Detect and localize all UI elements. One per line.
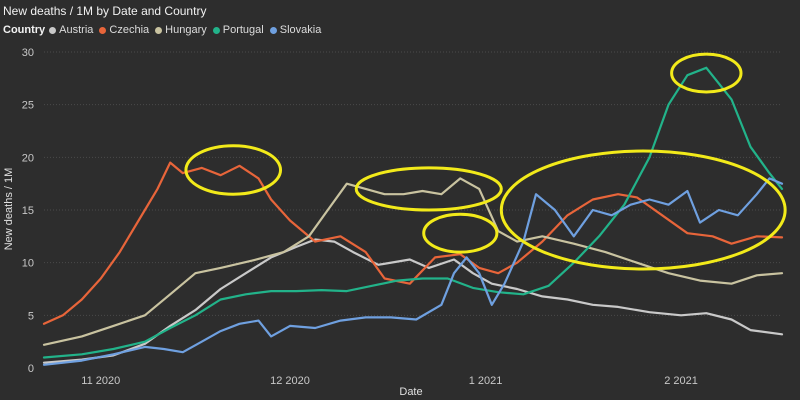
y-axis-label: New deaths / 1M — [3, 168, 15, 251]
y-tick-label: 20 — [22, 152, 34, 164]
legend-item-hungary[interactable]: Hungary — [155, 24, 207, 36]
y-tick-label: 5 — [28, 310, 34, 322]
series-line-slovakia[interactable] — [42, 177, 784, 366]
legend-item-portugal[interactable]: Portugal — [212, 24, 264, 36]
legend-label: Hungary — [165, 24, 207, 36]
legend-item-czechia[interactable]: Czechia — [99, 24, 149, 36]
highlight-ellipse — [184, 144, 283, 196]
highlight-annotations — [184, 52, 787, 271]
highlight-ellipse — [499, 149, 787, 271]
series-line-czechia[interactable] — [42, 161, 784, 325]
axis-ticks: 0 5 10 15 20 25 30 11 2020 12 2020 1 2021 2 2021 — [22, 47, 698, 387]
highlight-ellipse — [670, 52, 743, 94]
y-tick-label: 30 — [22, 47, 34, 59]
legend-marker-czechia — [99, 26, 107, 34]
legend-marker-slovakia — [269, 26, 277, 34]
y-tick-label: 10 — [22, 258, 34, 270]
series-line-portugal[interactable] — [42, 66, 784, 359]
x-axis-label: Date — [399, 386, 422, 398]
y-tick-label: 0 — [28, 363, 34, 375]
legend-marker-portugal — [212, 26, 220, 34]
x-tick-label: 2 2021 — [664, 375, 698, 387]
legend-label: Portugal — [222, 24, 264, 36]
legend-title: Country — [3, 24, 46, 36]
legend-marker-hungary — [155, 26, 163, 34]
legend-label: Austria — [59, 24, 94, 36]
legend-marker-austria — [49, 26, 57, 34]
series-line-austria[interactable] — [42, 238, 784, 364]
highlight-ellipse — [422, 212, 499, 254]
legend-item-slovakia[interactable]: Slovakia — [269, 24, 322, 36]
legend: Country Austria Czechia Hungary Portugal… — [3, 24, 327, 36]
y-tick-label: 15 — [22, 205, 34, 217]
legend-item-austria[interactable]: Austria — [49, 24, 93, 36]
legend-label: Czechia — [109, 24, 150, 36]
x-tick-label: 11 2020 — [81, 375, 120, 387]
x-tick-label: 12 2020 — [270, 375, 310, 387]
highlight-ellipse — [354, 166, 503, 212]
gridlines — [44, 51, 782, 316]
legend-label: Slovakia — [279, 24, 322, 36]
chart-title: New deaths / 1M by Date and Country — [3, 4, 207, 18]
x-tick-label: 1 2021 — [469, 375, 503, 387]
y-tick-label: 25 — [22, 100, 34, 112]
series-line-hungary[interactable] — [42, 177, 784, 346]
series-lines — [42, 66, 784, 366]
